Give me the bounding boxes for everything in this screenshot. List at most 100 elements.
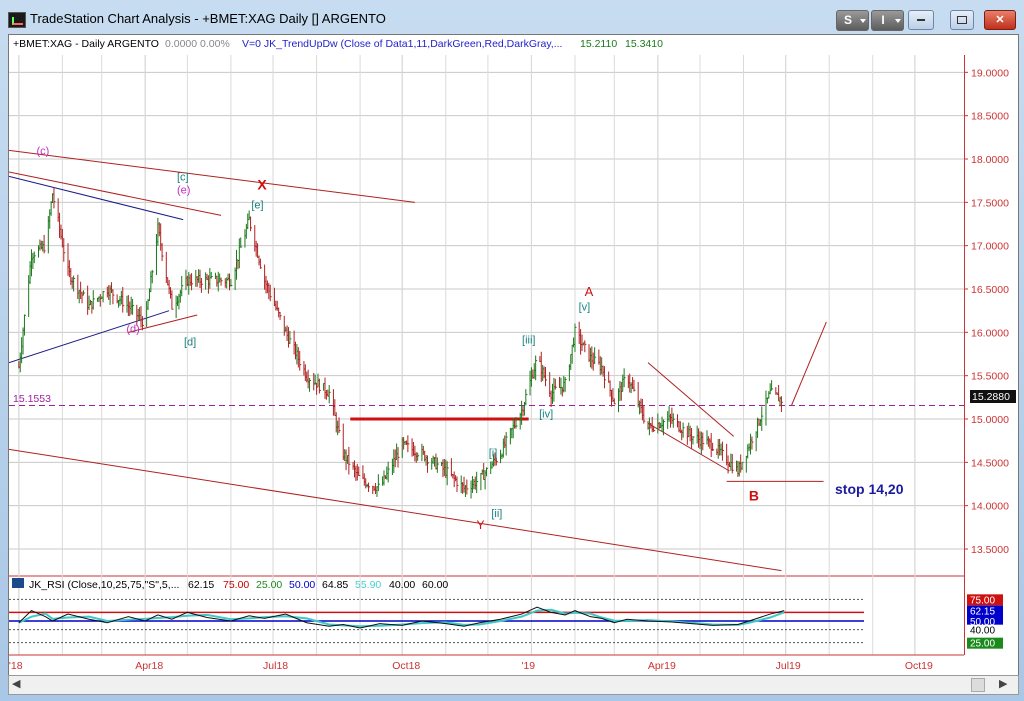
trend-line	[8, 448, 782, 572]
i-dropdown-button[interactable]	[893, 10, 904, 31]
y-tick-label: 14.5000	[971, 457, 1009, 469]
wave-label: [c]	[177, 172, 189, 184]
y-tick-label: 13.5000	[971, 544, 1009, 556]
wave-label: [iv]	[539, 408, 553, 420]
last-price-tag	[970, 390, 1016, 403]
rsi-header: JK_RSI (Close,10,25,75,"S",5,...	[29, 579, 179, 591]
trend-lines	[8, 149, 964, 572]
wave-label: [d]	[184, 336, 196, 348]
y-tick-label: 16.0000	[971, 327, 1009, 339]
minimize-button[interactable]	[908, 10, 934, 30]
price-axis: 19.0000 18.5000 18.0000 17.5000 17.0000 16.50…	[964, 67, 1009, 556]
y-tick-label: 15.5000	[971, 371, 1009, 383]
quote-label: 0.0000 0.00%	[165, 38, 230, 50]
rsi-val-0: 62.15	[188, 579, 214, 591]
x-tick-label: Oct19	[905, 660, 933, 672]
wave-label: (e)	[177, 185, 190, 197]
rsi-axis-label: 75.00	[970, 595, 995, 606]
window-title: TradeStation Chart Analysis - +BMET:XAG …	[30, 11, 386, 26]
y-tick-label: 18.0000	[971, 154, 1009, 166]
rsi-axis-tag	[967, 637, 1003, 649]
rsi-axis-label: 25.00	[970, 639, 995, 650]
last-price-label: 15.2880	[972, 391, 1010, 403]
y-tick-label: 19.0000	[971, 67, 1009, 79]
price-axis-line	[964, 55, 965, 655]
grid	[9, 55, 965, 656]
y-tick-label: 17.0000	[971, 241, 1009, 253]
chevron-down-icon	[860, 19, 866, 23]
projection-line	[790, 321, 827, 407]
chart-area[interactable]: 19.0000 18.5000 18.0000 17.5000 17.0000 16.50…	[8, 34, 1019, 676]
wave-label: (c)	[37, 146, 50, 158]
restore-button[interactable]	[950, 10, 974, 30]
y-tick-label: 15.0000	[971, 414, 1009, 426]
rsi-val-6: 40.00	[389, 579, 415, 591]
restore-icon	[957, 16, 967, 25]
indicator-value-1: 15.2110	[580, 38, 617, 50]
close-icon: ✕	[995, 14, 1005, 26]
wave-label: A	[585, 284, 594, 299]
minimize-icon	[917, 19, 925, 22]
wave-label: B	[749, 487, 759, 503]
wave-label: [v]	[579, 302, 591, 314]
wave-label: [iii]	[522, 335, 535, 347]
wedge-line	[647, 362, 735, 437]
s-button[interactable]: S	[836, 10, 860, 31]
indicator-value-2: 15.3410	[625, 38, 663, 50]
wave-label: [e]	[251, 199, 263, 211]
indicator-label: V=0 JK_TrendUpDw (Close of Data1,11,Dark…	[242, 38, 562, 50]
x-tick-label: Oct18	[392, 660, 420, 672]
wave-label: (d)	[126, 323, 139, 335]
close-button[interactable]: ✕	[984, 10, 1016, 30]
wave-label: [ii]	[491, 508, 502, 520]
rsi-val-5: 55.90	[355, 579, 381, 591]
horizontal-scrollbar[interactable]: ◀ ▶	[8, 675, 1019, 695]
trend-line	[128, 314, 198, 333]
rsi-icon	[12, 578, 24, 588]
scroll-left-icon[interactable]: ◀	[12, 678, 21, 690]
title-bar[interactable]: TradeStation Chart Analysis - +BMET:XAG …	[0, 0, 1024, 34]
rsi-val-3: 50.00	[289, 579, 315, 591]
chart-app-icon	[8, 12, 26, 28]
trend-line	[8, 171, 222, 216]
stop-annotation: stop 14,20	[835, 481, 904, 497]
rsi-axis-tag	[967, 624, 1003, 636]
x-tick-label: '18	[9, 660, 23, 672]
x-tick-label: '19	[521, 660, 535, 672]
x-tick-label: Jul18	[263, 660, 288, 672]
rsi-val-7: 60.00	[422, 579, 448, 591]
wave-labels: (c) [c](e) X [e] (d) [d] A [v] [iii] [iv] [i] [ii] Y…	[37, 146, 760, 532]
chevron-down-icon	[895, 19, 901, 23]
trend-line	[8, 175, 184, 221]
rsi-val-4: 64.85	[322, 579, 348, 591]
scroll-right-icon[interactable]: ▶	[999, 678, 1008, 690]
symbol-label: +BMET:XAG - Daily ARGENTO	[13, 38, 159, 50]
rsi-line	[18, 606, 785, 629]
y-tick-label: 18.5000	[971, 111, 1009, 123]
rsi-axis-label: 62.15	[970, 606, 995, 617]
rsi-val-1: 75.00	[223, 579, 249, 591]
wave-label: Y	[476, 518, 484, 532]
y-tick-label: 14.0000	[971, 501, 1009, 513]
rsi-axis-tag	[967, 594, 1003, 606]
x-tick-label: Jul19	[776, 660, 801, 672]
i-button[interactable]: I	[871, 10, 895, 31]
rsi-axis-tag	[967, 605, 1003, 617]
wave-label: X	[257, 176, 267, 192]
x-tick-label: Apr19	[648, 660, 676, 672]
rsi-axis-label: 40.00	[970, 626, 995, 637]
chart-svg[interactable]: 19.0000 18.5000 18.0000 17.5000 17.0000 16.50…	[9, 35, 1018, 675]
wave-label: [i]	[489, 447, 498, 459]
s-dropdown-button[interactable]	[858, 10, 869, 31]
ref-level-label: 15.1553	[13, 393, 51, 405]
rsi-val-2: 25.00	[256, 579, 282, 591]
trend-line	[8, 149, 415, 203]
rsi-axis-tag	[967, 616, 1003, 627]
price-bars	[18, 187, 783, 499]
x-tick-label: Apr18	[135, 660, 163, 672]
scroll-thumb[interactable]	[971, 678, 985, 692]
y-tick-label: 17.5000	[971, 197, 1009, 209]
time-axis: '18 Apr18 Jul18 Oct18 '19 Apr19 Jul19 Oct19	[9, 660, 933, 672]
